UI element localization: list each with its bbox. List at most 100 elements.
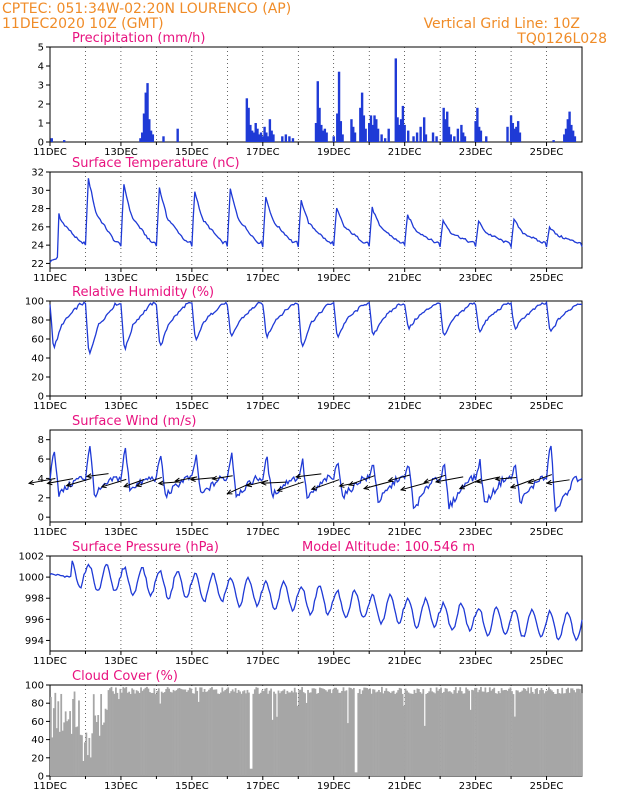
x-tick-label: 25DEC [530, 527, 564, 538]
cloud-bar [487, 692, 490, 776]
cloud-bar [536, 688, 538, 776]
cloud-bar [233, 691, 236, 776]
x-tick-label: 13DEC [104, 656, 138, 667]
cloud-bar [144, 687, 147, 776]
cloud-bar [406, 690, 408, 776]
precip-bar [431, 132, 435, 142]
x-tick-label: 25DEC [530, 273, 564, 284]
cloud-bar [524, 688, 527, 776]
precip-bar [284, 134, 288, 142]
cloud-bar [407, 692, 410, 776]
cloud-bar [209, 688, 212, 776]
cloud-bar [358, 689, 361, 776]
wind-arrow-head [157, 480, 164, 486]
cloud-bar [172, 689, 175, 776]
cloud-bar [52, 708, 55, 776]
y-tick-label: 100 [25, 297, 44, 308]
cloud-bar [236, 692, 238, 776]
precip-bar [323, 128, 327, 142]
precip-bar [176, 128, 179, 142]
precip-bar [568, 111, 571, 142]
cloud-bar [286, 690, 289, 776]
cloud-bar [180, 688, 182, 776]
cloud-bar [413, 689, 416, 776]
cloud-bar [147, 688, 150, 776]
cloud-bar [162, 692, 165, 776]
cloud-bar [558, 693, 561, 776]
precip-bar [387, 128, 390, 142]
cloud-bar [135, 690, 138, 776]
precip-bar [511, 123, 515, 142]
cloud-bar [109, 688, 111, 776]
cloud-bar [475, 687, 478, 776]
precip-bar [141, 132, 144, 142]
cloud-bar [420, 693, 423, 776]
cloud-bar [540, 687, 543, 776]
cloud-bar [357, 693, 360, 776]
cloud-bar [545, 691, 547, 776]
y-tick-label: 2 [38, 100, 44, 111]
model-altitude: Model Altitude: 100.546 m [302, 540, 475, 555]
cloud-bar [106, 709, 108, 776]
cloud-bar [437, 690, 439, 776]
precip-bar [149, 130, 153, 142]
cloud-bar [403, 705, 405, 776]
cloud-bar [389, 693, 392, 776]
precip-bar [394, 58, 397, 142]
cloud-bar [527, 687, 530, 776]
cloud-bar [417, 689, 420, 776]
cloud-bar [141, 690, 144, 776]
cloud-bar [54, 692, 57, 776]
x-tick-label: 11DEC [33, 527, 67, 538]
cloud-bar [279, 693, 281, 776]
x-tick-label: 19DEC [317, 147, 351, 158]
cloud-bar [64, 711, 67, 776]
cloud-bar [565, 689, 568, 776]
cloud-bar [91, 733, 94, 776]
x-tick-label: 13DEC [104, 273, 138, 284]
x-tick-label: 11DEC [33, 401, 67, 412]
cloud-bar [321, 688, 324, 776]
cloud-bar [344, 691, 346, 776]
y-tick-label: 1002 [19, 552, 44, 563]
wind-arrow [435, 476, 464, 483]
cloud-bar [383, 690, 386, 776]
cloud-bar [88, 737, 91, 776]
cloud-bar [61, 730, 64, 776]
y-tick-label: 6 [38, 455, 44, 466]
wind-arrow [86, 473, 109, 477]
precip-bar [318, 107, 321, 142]
cloud-bar [199, 687, 202, 776]
cloud-bar [119, 688, 122, 776]
pressure-line [49, 560, 583, 642]
precip-bar [369, 115, 373, 142]
cloud-bar [256, 687, 259, 776]
cloud-bar [463, 693, 466, 776]
cloud-bar [515, 690, 518, 776]
x-tick-label: 23DEC [459, 273, 493, 284]
x-tick-label: 21DEC [388, 527, 422, 538]
precip-bar [62, 140, 66, 142]
y-tick-label: 28 [31, 204, 44, 215]
precip-bar [477, 126, 481, 142]
wind-arrow-head [46, 480, 53, 486]
cloud-bar [230, 691, 233, 776]
cloud-bar [516, 690, 519, 776]
cloud-bar [81, 735, 83, 776]
cloud-bar [351, 689, 354, 776]
wind-arrow [175, 476, 198, 482]
cloud-bar [225, 688, 228, 776]
wind-arrow-head [399, 486, 407, 492]
wind-arrow [296, 473, 322, 478]
cloud-bar [75, 727, 77, 776]
y-tick-label: 40 [31, 735, 44, 746]
cloud-bar [218, 693, 221, 776]
wind-arrow-head [458, 484, 465, 490]
cloud-bar [160, 691, 163, 776]
cloud-bar [187, 690, 190, 776]
cloud-bar [379, 692, 382, 776]
x-tick-label: 11DEC [33, 781, 67, 792]
cloud-bar [435, 687, 438, 776]
cloud-bar [224, 690, 227, 776]
cloud-bar [373, 689, 376, 776]
